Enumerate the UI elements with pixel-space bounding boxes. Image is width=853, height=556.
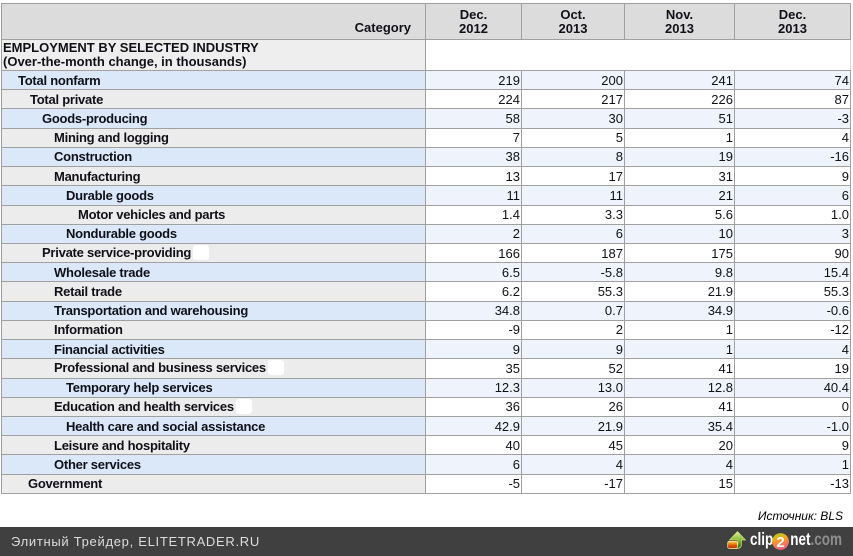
- svg-text:2: 2: [776, 534, 784, 550]
